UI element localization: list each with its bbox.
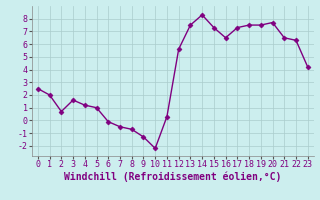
X-axis label: Windchill (Refroidissement éolien,°C): Windchill (Refroidissement éolien,°C) (64, 172, 282, 182)
